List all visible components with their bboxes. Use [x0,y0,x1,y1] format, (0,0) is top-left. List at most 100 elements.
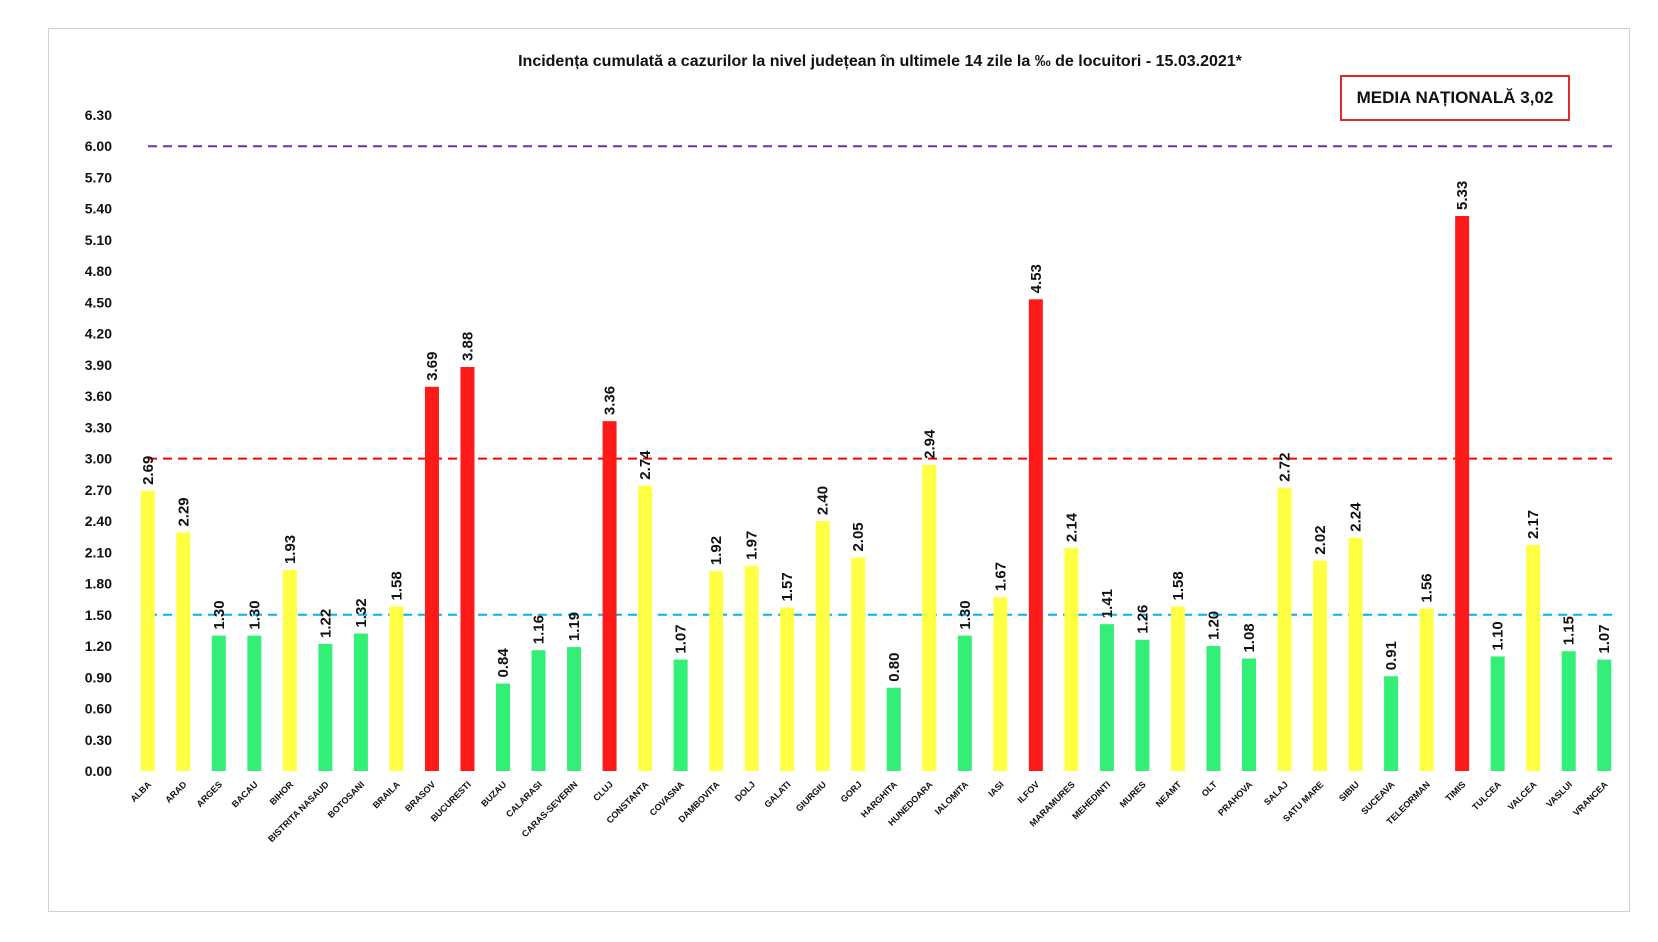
bar [1419,608,1434,771]
data-label: 1.26 [1134,605,1151,634]
x-tick-label: BOTOSANI [326,779,367,820]
y-tick-label: 4.80 [85,263,112,279]
bar [780,607,795,771]
x-tick-label: BRAILA [371,779,402,810]
y-tick-label: 3.30 [85,419,112,435]
x-tick-label: ARAD [163,779,189,805]
data-label: 1.15 [1561,616,1578,645]
bar [638,485,653,771]
bar [496,683,510,771]
bar [389,606,404,771]
data-label: 1.41 [1099,589,1116,618]
y-tick-label: 4.20 [85,326,112,342]
data-label: 2.14 [1063,512,1080,542]
x-tick-label: BACAU [230,779,260,809]
data-labels: 2.69 2.29 1.30 1.30 1.93 1.22 1.32 1.58 3.69 3.88… [140,181,1613,682]
bar [318,643,333,771]
x-tick-label: BISTRITA NASAUD [266,779,331,844]
data-label: 2.02 [1312,525,1329,554]
reference-lines [148,145,1612,616]
y-tick-label: 0.90 [85,669,112,685]
data-label: 2.29 [175,497,192,526]
bar [1242,658,1256,771]
x-tick-label: MURES [1118,779,1148,809]
y-tick-label: 2.10 [85,544,112,560]
x-tick-label: NEAMT [1154,779,1184,809]
y-tick-label: 0.30 [85,732,112,748]
x-tick-label: DOLJ [733,779,757,803]
bar [176,532,191,771]
y-tick-label: 6.00 [85,138,112,154]
y-tick-label: 0.00 [85,763,112,779]
bar [531,650,546,771]
x-tick-label: TULCEA [1470,779,1503,812]
data-label: 2.05 [850,522,867,551]
x-tick-label: GORJ [839,779,864,804]
data-label: 1.30 [211,600,228,629]
data-label: 1.19 [566,612,583,641]
bar [140,490,155,771]
y-tick-label: 0.60 [85,701,112,717]
data-label: 0.80 [886,652,903,681]
x-tick-label: VALCEA [1506,779,1539,812]
x-tick-label: BIHOR [268,779,296,807]
bar [424,386,439,771]
data-label: 1.97 [744,531,761,560]
bar [247,635,262,771]
bar [709,571,724,771]
x-tick-label: IALOMITA [933,779,971,817]
y-axis: 0.00 0.30 0.60 0.90 1.20 1.50 1.80 2.10 2.40 2.70… [85,107,112,779]
data-label: 3.88 [459,332,476,361]
x-tick-label: TIMIS [1444,779,1468,803]
bar [1561,651,1576,771]
bar [1455,216,1470,771]
bar [851,557,866,771]
x-tick-label: GALATI [762,779,792,809]
data-label: 1.16 [531,615,548,644]
bar [673,659,688,771]
bar [353,633,368,771]
chart-frame [48,28,1630,912]
bar [1064,548,1079,771]
x-tick-label: SALAJ [1262,779,1290,807]
data-label: 1.57 [779,572,796,601]
data-label: 2.74 [637,450,654,480]
data-label: 2.69 [140,456,157,485]
bar [1313,560,1328,771]
national-average-box: MEDIA NAȚIONALĂ 3,02 [1340,75,1570,121]
bar [1384,676,1399,771]
bar [1490,656,1505,771]
data-label: 0.91 [1383,641,1400,670]
bar [1597,659,1612,771]
x-tick-label: GIURGIU [794,779,828,813]
data-label: 1.07 [1596,624,1613,653]
y-tick-label: 1.80 [85,576,112,592]
x-tick-label: OLT [1200,779,1220,799]
y-tick-label: 5.70 [85,169,112,185]
data-label: 1.58 [1170,571,1187,600]
y-tick-label: 1.50 [85,607,112,623]
bar [602,421,617,771]
x-tick-label: BUZAU [479,779,508,808]
x-tick-label: VASLUI [1544,779,1574,809]
data-label: 1.10 [1490,621,1507,650]
data-label: 1.22 [317,609,334,638]
bar [211,635,226,771]
data-label: 1.67 [992,562,1009,591]
bar [1348,537,1363,771]
data-label: 1.58 [388,571,405,600]
bar [744,565,759,771]
x-tick-label: SIBIU [1337,779,1361,803]
x-tick-label: SUCEAVA [1359,779,1397,817]
y-tick-label: 3.90 [85,357,112,373]
bar [1526,545,1541,771]
y-tick-label: 6.30 [85,107,112,123]
x-tick-label: BRASOV [403,779,437,813]
y-tick-label: 3.00 [85,451,112,467]
bars [140,216,1612,771]
x-tick-label: ALBA [128,779,153,804]
data-label: 1.56 [1419,573,1436,602]
bar [1277,487,1292,771]
data-label: 2.24 [1348,502,1365,532]
